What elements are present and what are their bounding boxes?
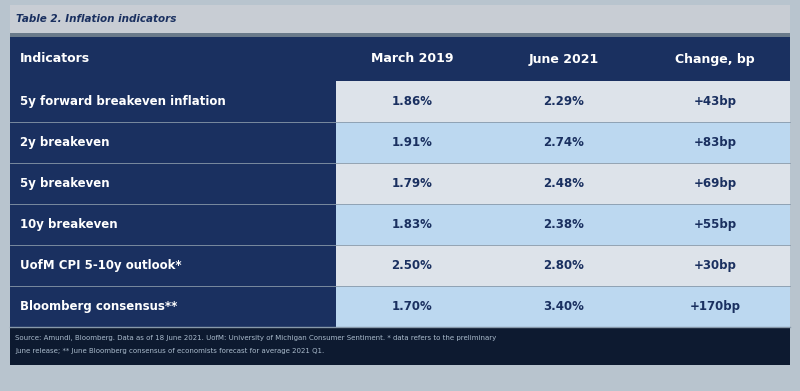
Text: 3.40%: 3.40% bbox=[543, 300, 585, 313]
Text: 2.48%: 2.48% bbox=[543, 177, 585, 190]
Bar bbox=[10, 37, 790, 81]
Bar bbox=[336, 81, 488, 122]
Text: +55bp: +55bp bbox=[694, 218, 737, 231]
Bar bbox=[640, 286, 790, 327]
Bar bbox=[10, 5, 790, 33]
Text: +43bp: +43bp bbox=[694, 95, 737, 108]
Text: 2.74%: 2.74% bbox=[543, 136, 585, 149]
Bar bbox=[488, 81, 640, 122]
Text: March 2019: March 2019 bbox=[370, 52, 454, 66]
Bar bbox=[10, 163, 336, 204]
Bar bbox=[10, 327, 790, 365]
Text: June 2021: June 2021 bbox=[529, 52, 599, 66]
Bar bbox=[488, 163, 640, 204]
Bar bbox=[640, 163, 790, 204]
Text: 2.38%: 2.38% bbox=[543, 218, 585, 231]
Text: 1.86%: 1.86% bbox=[391, 95, 433, 108]
Bar bbox=[488, 286, 640, 327]
Bar bbox=[336, 286, 488, 327]
Bar bbox=[488, 245, 640, 286]
Text: UofM CPI 5-10y outlook*: UofM CPI 5-10y outlook* bbox=[20, 259, 182, 272]
Bar bbox=[336, 245, 488, 286]
Text: 5y breakeven: 5y breakeven bbox=[20, 177, 110, 190]
Bar bbox=[10, 286, 336, 327]
Bar bbox=[336, 204, 488, 245]
Bar bbox=[10, 33, 790, 37]
Text: Indicators: Indicators bbox=[20, 52, 90, 66]
Text: 5y forward breakeven inflation: 5y forward breakeven inflation bbox=[20, 95, 226, 108]
Text: Source: Amundi, Bloomberg. Data as of 18 June 2021. UofM: University of Michigan: Source: Amundi, Bloomberg. Data as of 18… bbox=[15, 335, 496, 341]
Text: Change, bp: Change, bp bbox=[675, 52, 755, 66]
Bar bbox=[640, 204, 790, 245]
Bar bbox=[488, 204, 640, 245]
Text: 1.91%: 1.91% bbox=[391, 136, 433, 149]
Text: 10y breakeven: 10y breakeven bbox=[20, 218, 118, 231]
Bar bbox=[640, 81, 790, 122]
Bar bbox=[640, 245, 790, 286]
Bar bbox=[10, 122, 336, 163]
Text: 1.79%: 1.79% bbox=[391, 177, 433, 190]
Text: Bloomberg consensus**: Bloomberg consensus** bbox=[20, 300, 178, 313]
Bar bbox=[336, 122, 488, 163]
Text: 2y breakeven: 2y breakeven bbox=[20, 136, 110, 149]
Text: +83bp: +83bp bbox=[694, 136, 737, 149]
Bar bbox=[10, 245, 336, 286]
Text: 2.50%: 2.50% bbox=[391, 259, 433, 272]
Bar bbox=[336, 163, 488, 204]
Bar bbox=[488, 122, 640, 163]
Text: Table 2. Inflation indicators: Table 2. Inflation indicators bbox=[16, 14, 176, 24]
Text: June release; ** June Bloomberg consensus of economists forecast for average 202: June release; ** June Bloomberg consensu… bbox=[15, 348, 324, 354]
Text: 2.29%: 2.29% bbox=[543, 95, 585, 108]
Text: 2.80%: 2.80% bbox=[543, 259, 585, 272]
Text: +69bp: +69bp bbox=[694, 177, 737, 190]
Bar bbox=[10, 81, 336, 122]
Text: 1.70%: 1.70% bbox=[392, 300, 432, 313]
Text: 1.83%: 1.83% bbox=[391, 218, 433, 231]
Bar bbox=[640, 122, 790, 163]
Text: +170bp: +170bp bbox=[690, 300, 741, 313]
Bar bbox=[10, 204, 336, 245]
Text: +30bp: +30bp bbox=[694, 259, 737, 272]
